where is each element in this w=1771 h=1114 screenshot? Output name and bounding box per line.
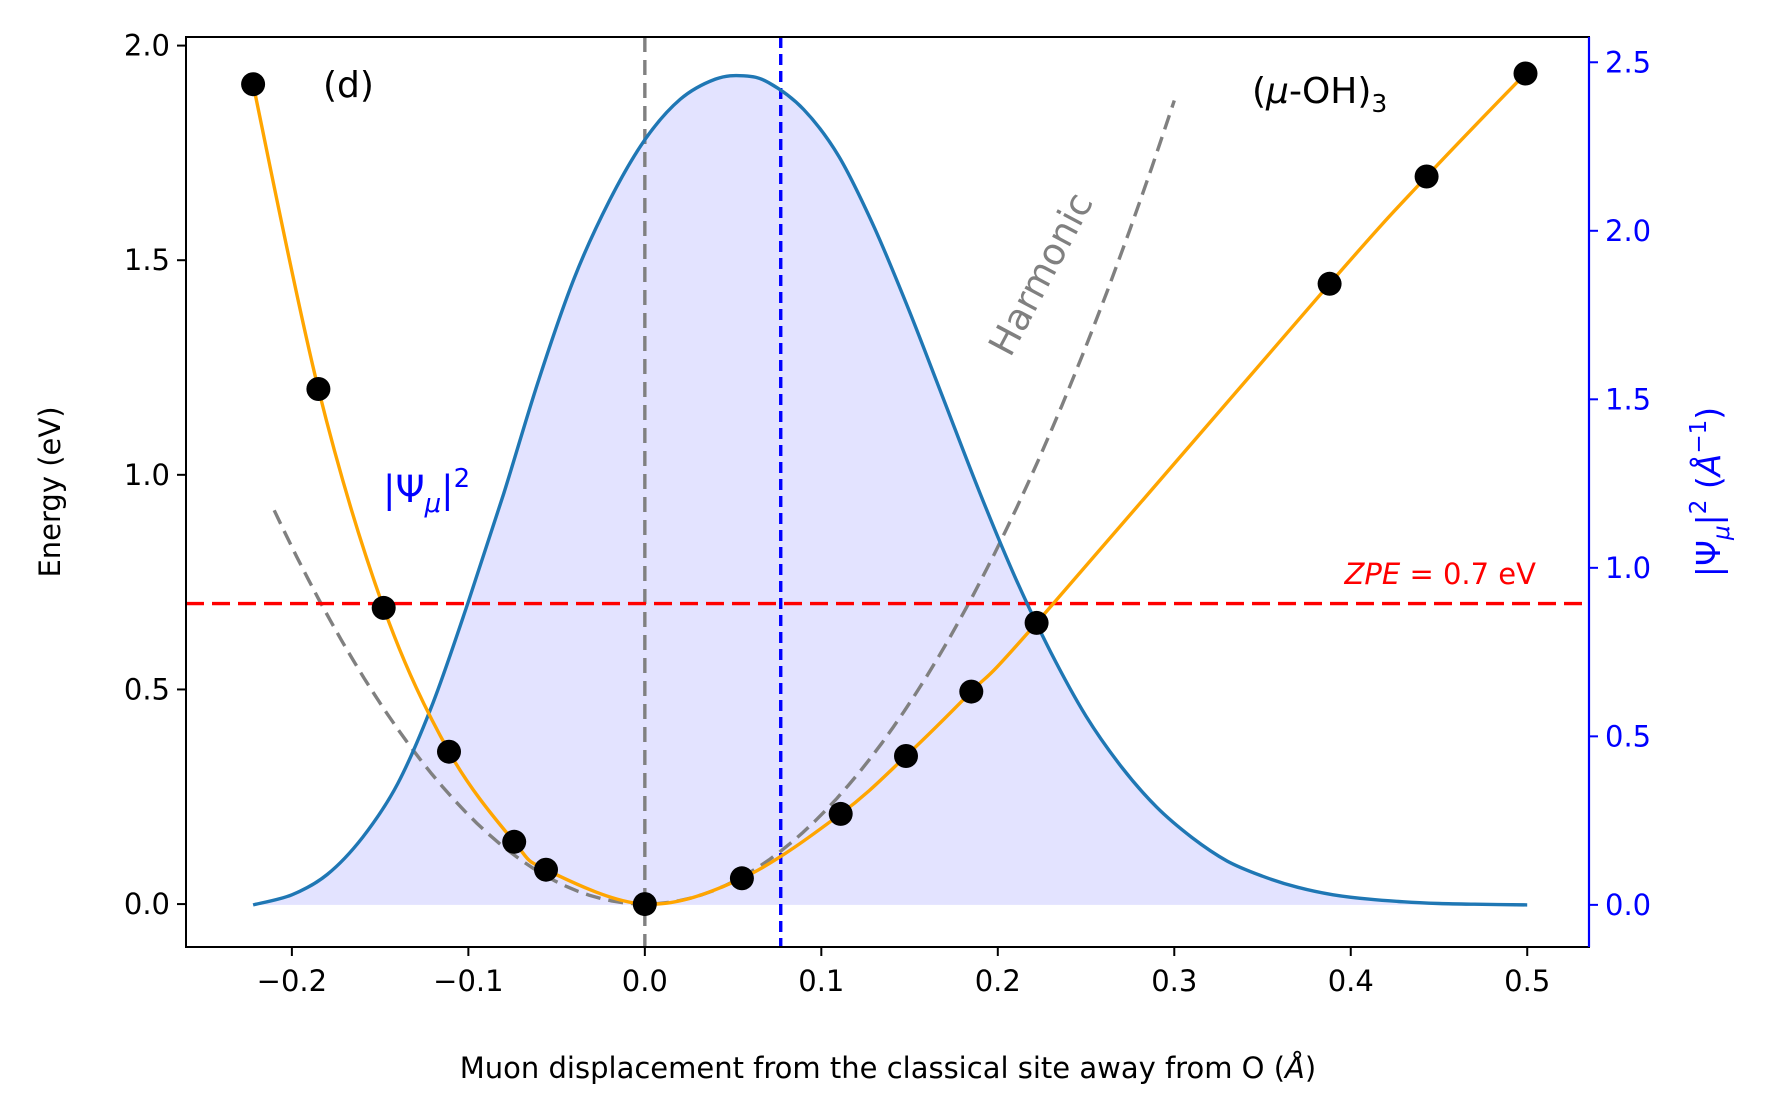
y-left-tick-label: 2.0 bbox=[124, 29, 170, 63]
harmonic-label: Harmonic bbox=[980, 186, 1101, 363]
y-left-tick-label: 1.5 bbox=[124, 243, 170, 277]
energy-point bbox=[241, 72, 266, 97]
y-left-tick-label: 1.0 bbox=[124, 458, 170, 492]
energy-point bbox=[632, 892, 657, 917]
x-tick-label: 0.5 bbox=[1504, 964, 1550, 998]
y-right-tick-label: 2.0 bbox=[1605, 214, 1651, 248]
energy-point bbox=[437, 739, 461, 764]
zpe-label: ZPE = 0.7 eV bbox=[1344, 557, 1537, 591]
energy-point bbox=[306, 377, 331, 401]
y-left-tick-label: 0.5 bbox=[124, 672, 170, 706]
x-tick-label: −0.1 bbox=[433, 964, 503, 998]
x-axis-label: Muon displacement from the classical sit… bbox=[460, 1051, 1316, 1085]
energy-point bbox=[729, 866, 754, 891]
wavefunction-curve bbox=[252, 73, 1528, 907]
x-tick-label: −0.2 bbox=[257, 964, 327, 998]
y-right-tick-label: 1.5 bbox=[1605, 382, 1651, 416]
energy-point bbox=[534, 857, 558, 882]
panel-label: (d) bbox=[323, 65, 374, 106]
y-right-tick-label: 1.0 bbox=[1605, 551, 1651, 585]
y-axis-left-ticks: 0.0 0.5 1.0 1.5 2.0 bbox=[124, 29, 186, 921]
energy-point bbox=[1513, 61, 1538, 86]
energy-point bbox=[1414, 164, 1439, 189]
energy-point bbox=[828, 801, 853, 826]
wavefunction-fill bbox=[253, 75, 1528, 905]
y-right-tick-label: 0.0 bbox=[1605, 888, 1651, 922]
y-axis-right-label: |Ψμ|2 (Å−1) bbox=[1686, 407, 1735, 577]
y-right-tick-label: 2.5 bbox=[1605, 45, 1651, 79]
x-tick-label: 0.4 bbox=[1328, 964, 1374, 998]
wavefunction-label: |Ψμ|2 bbox=[383, 464, 470, 519]
energy-point bbox=[894, 744, 918, 768]
energy-point bbox=[1024, 610, 1049, 635]
y-axis-left-label: Energy (eV) bbox=[33, 406, 67, 577]
x-tick-label: 0.0 bbox=[622, 964, 668, 998]
energy-point bbox=[371, 595, 396, 620]
y-right-tick-label: 0.5 bbox=[1605, 719, 1651, 753]
x-tick-label: 0.1 bbox=[798, 964, 844, 998]
y-axis-right-ticks: 0.0 0.5 1.0 1.5 2.0 2.5 bbox=[1589, 45, 1651, 922]
energy-point bbox=[1317, 271, 1342, 296]
energy-point bbox=[959, 679, 984, 704]
site-label: (μ-OH)3 bbox=[1252, 71, 1387, 118]
x-tick-label: 0.3 bbox=[1151, 964, 1197, 998]
x-axis-ticks: −0.2 −0.1 0.0 0.1 0.2 0.3 0.4 0.5 bbox=[257, 947, 1550, 998]
energy-points bbox=[241, 61, 1538, 917]
y-left-tick-label: 0.0 bbox=[124, 887, 170, 921]
x-tick-label: 0.2 bbox=[975, 964, 1021, 998]
energy-point bbox=[502, 829, 527, 854]
